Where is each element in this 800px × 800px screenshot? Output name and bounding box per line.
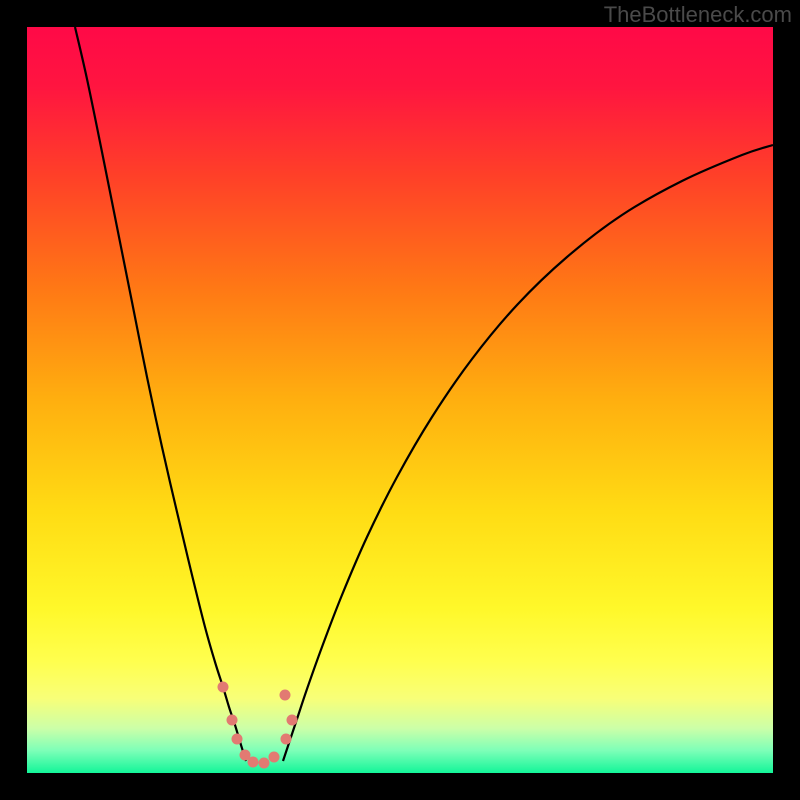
gradient-background — [27, 27, 773, 773]
chart-plot-area — [27, 27, 773, 773]
watermark-text: TheBottleneck.com — [604, 2, 792, 28]
